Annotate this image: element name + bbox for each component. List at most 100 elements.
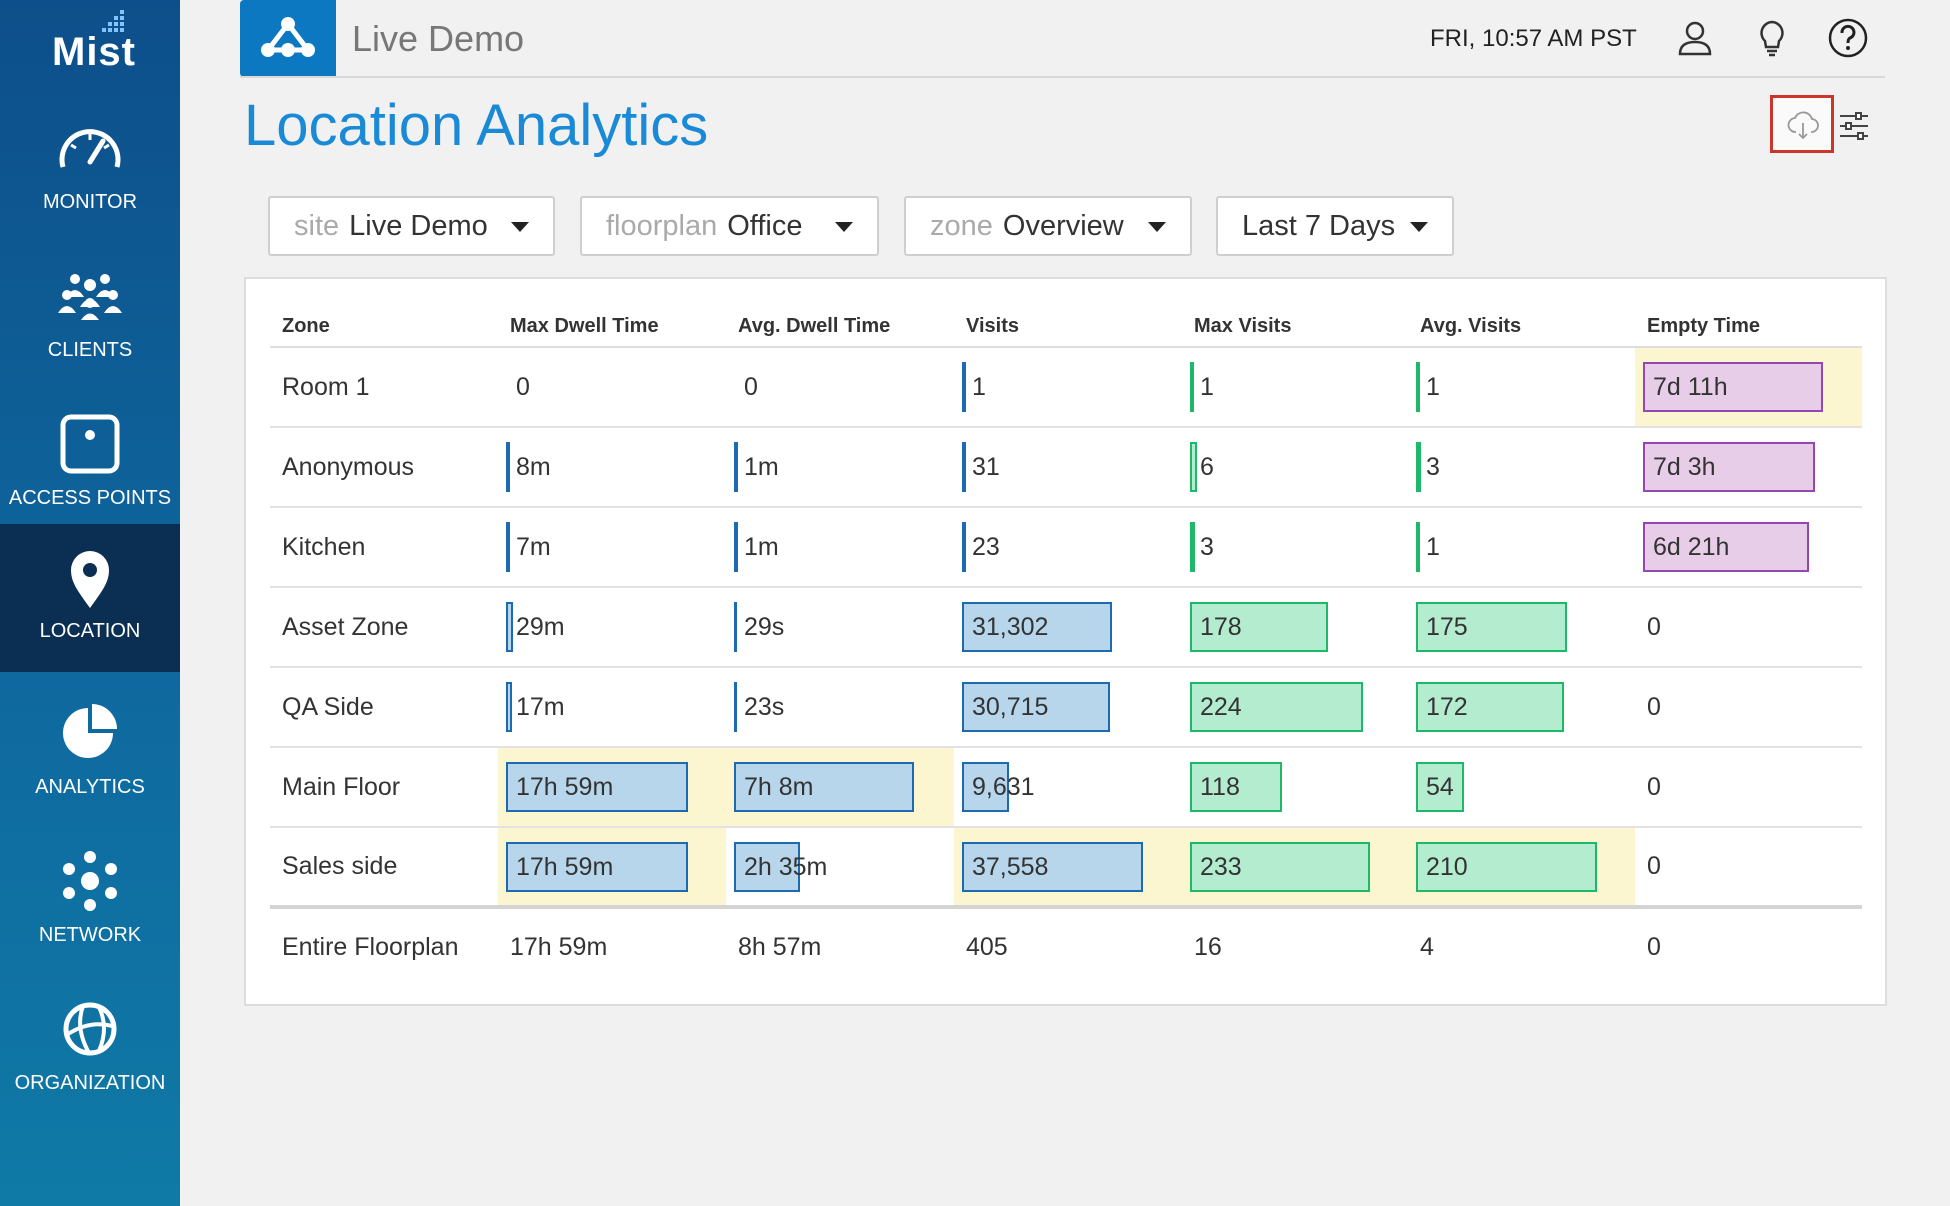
brand-home-button[interactable] [240, 0, 336, 77]
download-button[interactable] [1770, 95, 1834, 153]
cell-value: 1 [1426, 373, 1440, 401]
visits-cell: 31,302 [954, 587, 1182, 668]
cell-value: 23 [972, 533, 1000, 561]
bar [1416, 841, 1597, 892]
site-title[interactable]: Live Demo [352, 18, 525, 59]
nav-organization[interactable]: ORGANIZATION [0, 976, 180, 1124]
max-dwell-cell: 17h 59m [498, 827, 726, 909]
table-header-row: Zone Max Dwell Time Avg. Dwell Time Visi… [270, 299, 1862, 348]
cell-value: 37,558 [972, 852, 1049, 881]
bar [734, 442, 738, 492]
cell-value: 3 [1426, 453, 1440, 481]
nav-monitor[interactable]: MONITOR [0, 95, 180, 243]
bar [734, 602, 737, 652]
sidebar: Mist MONITOR CLIENTS ACCESS POINTS [0, 0, 180, 1206]
empty-time-cell: 0 [1635, 667, 1862, 748]
user-icon[interactable] [1675, 18, 1715, 58]
cell-value: 8m [516, 453, 551, 481]
zone-cell: Anonymous [270, 427, 498, 508]
cell-value: 54 [1426, 773, 1454, 801]
table-row[interactable]: Kitchen 7m 1m 23 3 1 6d 21h [270, 507, 1862, 588]
cell-value: 7d 11h [1653, 373, 1728, 401]
bar [506, 682, 512, 732]
max-visits-cell: 224 [1182, 667, 1408, 748]
max-visits-cell: 6 [1182, 427, 1408, 508]
cell-value: 210 [1426, 852, 1468, 881]
filter-label: site [294, 210, 340, 242]
nav-network[interactable]: NETWORK [0, 828, 180, 976]
nav-label: LOCATION [39, 620, 141, 642]
cell-value: 17h 59m [516, 773, 614, 801]
site-filter[interactable]: site Live Demo [268, 196, 555, 256]
cell-value: 29m [516, 613, 565, 641]
avg-dwell-cell: 0 [726, 347, 954, 428]
column-header[interactable]: Avg. Visits [1408, 299, 1635, 348]
table-row[interactable]: Sales side 17h 59m 2h 35m 37,558 233 210… [270, 827, 1862, 909]
total-avg-visits-cell: 4 [1420, 932, 1434, 961]
column-header[interactable]: Empty Time [1635, 299, 1862, 348]
column-header[interactable]: Max Visits [1182, 299, 1408, 348]
avg-dwell-cell: 1m [726, 507, 954, 588]
max-dwell-cell: 0 [498, 347, 726, 428]
column-header[interactable]: Max Dwell Time [498, 299, 726, 348]
mist-logo[interactable]: Mist [0, 0, 180, 90]
nav-clients[interactable]: CLIENTS [0, 243, 180, 391]
bar [962, 522, 966, 572]
sliders-icon[interactable] [1838, 110, 1870, 142]
max-visits-cell: 118 [1182, 747, 1408, 828]
bar [506, 522, 510, 572]
bar [962, 762, 1009, 812]
nav-access-points[interactable]: ACCESS POINTS [0, 391, 180, 539]
max-dwell-cell: 17h 59m [498, 747, 726, 828]
bar [506, 841, 688, 892]
max-visits-cell: 233 [1182, 827, 1408, 909]
caret-down-icon [1410, 222, 1428, 232]
analytics-panel: Zone Max Dwell Time Avg. Dwell Time Visi… [244, 277, 1887, 1006]
max-visits-cell: 3 [1182, 507, 1408, 588]
help-icon[interactable] [1828, 18, 1868, 58]
table-row[interactable]: Anonymous 8m 1m 31 6 3 7d 3h [270, 427, 1862, 508]
nav-label: ORGANIZATION [14, 1072, 166, 1094]
empty-time-cell: 0 [1635, 587, 1862, 668]
zone-cell: QA Side [270, 667, 498, 748]
avg-dwell-cell: 29s [726, 587, 954, 668]
nav-label: ANALYTICS [35, 776, 145, 798]
bar [1190, 522, 1195, 572]
bar [962, 362, 966, 412]
date-range-filter[interactable]: Last 7 Days [1216, 196, 1454, 256]
column-header[interactable]: Zone [270, 299, 498, 348]
visits-cell: 1 [954, 347, 1182, 428]
bar [506, 442, 510, 492]
avg-visits-cell: 175 [1408, 587, 1635, 668]
max-visits-cell: 178 [1182, 587, 1408, 668]
bar [1416, 522, 1420, 572]
avg-dwell-cell: 2h 35m [726, 827, 954, 909]
table-row[interactable]: Asset Zone 29m 29s 31,302 178 175 0 [270, 587, 1862, 668]
header-time: FRI, 10:57 AM PST [1430, 25, 1637, 52]
max-dwell-cell: 29m [498, 587, 726, 668]
bar [734, 762, 914, 812]
table-row[interactable]: QA Side 17m 23s 30,715 224 172 0 [270, 667, 1862, 748]
lightbulb-icon[interactable] [1752, 18, 1792, 58]
floorplan-filter[interactable]: floorplan Office [580, 196, 879, 256]
cell-value: 1 [1200, 373, 1214, 401]
cell-value: 6 [1200, 453, 1214, 481]
caret-down-icon [835, 222, 853, 232]
clients-icon [58, 274, 122, 320]
column-header[interactable]: Visits [954, 299, 1182, 348]
cell-value: 1 [1426, 533, 1440, 561]
empty-time-cell: 0 [1635, 747, 1862, 828]
zone-cell: Room 1 [270, 347, 498, 428]
nav-location[interactable]: LOCATION [0, 524, 180, 672]
table-row[interactable]: Main Floor 17h 59m 7h 8m 9,631 118 54 0 [270, 747, 1862, 828]
zone-filter[interactable]: zone Overview [904, 196, 1192, 256]
bar [734, 841, 800, 892]
column-header[interactable]: Avg. Dwell Time [726, 299, 954, 348]
cell-value: 30,715 [972, 693, 1049, 721]
bar [1190, 602, 1328, 652]
table-row[interactable]: Room 1 0 0 1 1 1 7d 11h [270, 347, 1862, 428]
nav-analytics[interactable]: ANALYTICS [0, 680, 180, 828]
max-dwell-cell: 8m [498, 427, 726, 508]
max-visits-cell: 1 [1182, 347, 1408, 428]
bar [962, 682, 1110, 732]
